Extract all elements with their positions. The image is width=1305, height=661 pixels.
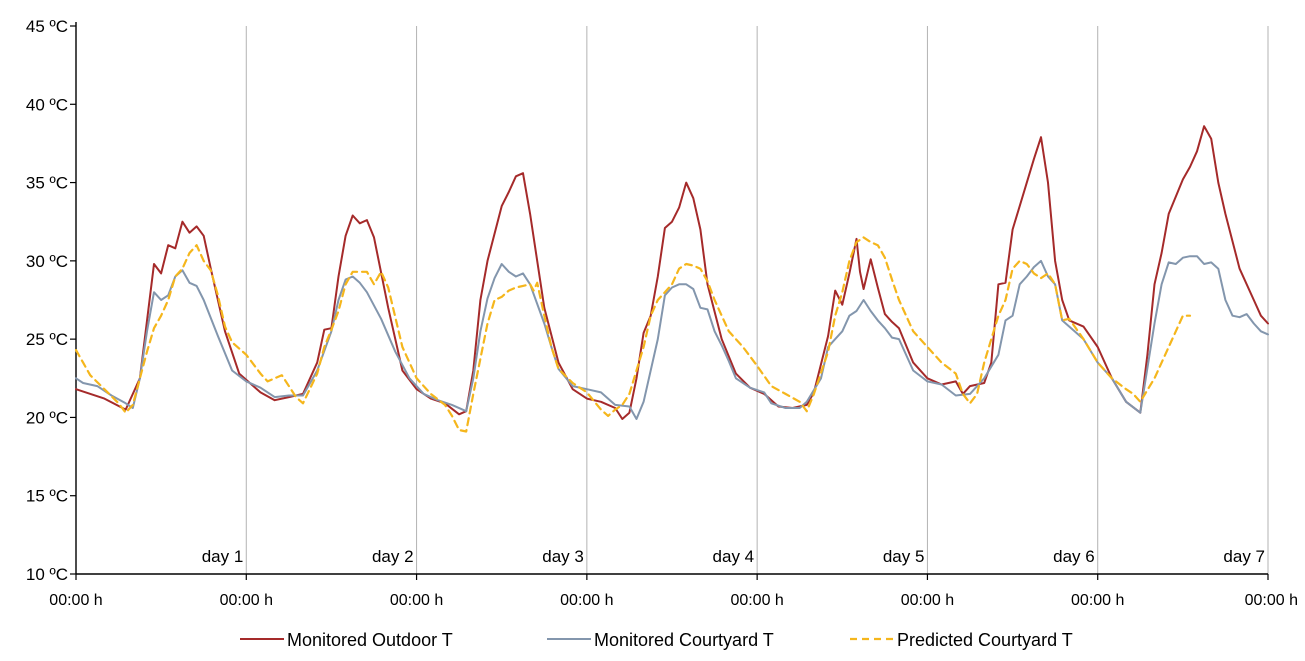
x-tick-label: 00:00 h [390, 592, 443, 609]
legend: Monitored Outdoor T Monitored Courtyard T… [240, 630, 1073, 650]
vertical-gridlines [245, 26, 1269, 574]
series-line-1 [75, 125, 1269, 420]
x-tick-label: 00:00 h [220, 592, 273, 609]
x-tick-label: 00:00 h [49, 592, 102, 609]
x-tick-label: 00:00 h [730, 592, 783, 609]
data-series [74, 125, 1269, 433]
day-label: day 2 [372, 547, 414, 566]
day-label: day 5 [883, 547, 925, 566]
legend-label-3: Predicted Courtyard T [897, 630, 1073, 650]
day-label: day 1 [202, 547, 244, 566]
tick-labels: 10 ºC 15 ºC 20 ºC 25 ºC 30 ºC 35 ºC 40 ºC 45 ºC… [26, 17, 1298, 609]
y-tick-label: 40 ºC [26, 95, 68, 114]
x-tick-label: 00:00 h [1071, 592, 1124, 609]
legend-label-1: Monitored Outdoor T [287, 630, 453, 650]
day-label: day 7 [1223, 547, 1265, 566]
day-label: day 6 [1053, 547, 1095, 566]
y-tick-label: 30 ºC [26, 252, 68, 271]
axes [70, 22, 1269, 580]
y-tick-label: 45 ºC [26, 17, 68, 36]
y-tick-label: 15 ºC [26, 487, 68, 506]
day-label: day 3 [542, 547, 584, 566]
legend-label-2: Monitored Courtyard T [594, 630, 774, 650]
series-line-2 [75, 255, 1269, 420]
y-tick-label: 20 ºC [26, 408, 68, 427]
y-tick-label: 10 ºC [26, 565, 68, 584]
y-tick-label: 25 ºC [26, 330, 68, 349]
x-tick-label: 00:00 h [901, 592, 954, 609]
y-tick-label: 35 ºC [26, 174, 68, 193]
day-label: day 4 [713, 547, 755, 566]
x-tick-label: 00:00 h [1245, 592, 1298, 609]
x-tick-label: 00:00 h [560, 592, 613, 609]
series-line-3 [74, 236, 1192, 433]
